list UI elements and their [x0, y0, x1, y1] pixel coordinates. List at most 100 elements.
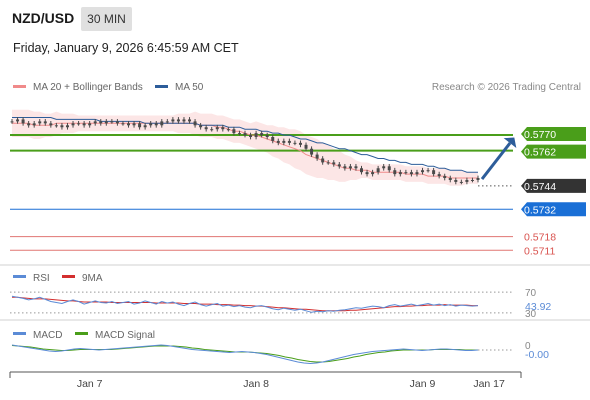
- price-bar-body: [10, 121, 14, 123]
- price-bar-body: [265, 135, 269, 138]
- price-bar-body: [237, 133, 241, 135]
- legend-rsi-swatch: [13, 275, 26, 278]
- price-bar-body: [154, 123, 158, 126]
- price-bar-body: [426, 170, 430, 172]
- x-tick-label: Jan 7: [77, 378, 103, 390]
- copyright: Research © 2026 Trading Central: [432, 82, 581, 93]
- price-bar-body: [104, 121, 108, 124]
- level-label-resistance-0: 0.5770: [524, 129, 556, 141]
- price-bar-body: [454, 179, 458, 182]
- price-bar-body: [437, 174, 441, 177]
- price-bar-body: [254, 133, 258, 138]
- legend-rsi-ma9-label: 9MA: [82, 273, 103, 284]
- rsi-line: [11, 295, 479, 313]
- price-bar-body: [232, 129, 236, 134]
- price-bar-body: [132, 123, 136, 126]
- price-bar-body: [443, 176, 447, 179]
- level-label-resistance-1: 0.5762: [524, 147, 556, 159]
- level-label-last-2: 0.5744: [524, 181, 556, 193]
- level-label-pivot-3: 0.5732: [524, 204, 556, 216]
- price-bar-body: [176, 119, 180, 122]
- price-bar-body: [32, 123, 36, 126]
- symbol-title: NZD/USD: [12, 10, 75, 26]
- price-bar-body: [298, 142, 302, 145]
- rsi-level-label-70: 70: [525, 288, 537, 299]
- price-bar-body: [77, 123, 81, 125]
- level-tag-resistance-1: [521, 144, 586, 159]
- level-tag-last-2: [521, 178, 586, 193]
- price-bar-body: [421, 170, 425, 173]
- price-bar-body: [432, 170, 436, 175]
- price-bar-body: [49, 123, 53, 126]
- macd-zero-label: 0: [525, 341, 531, 352]
- forecast-arrow-head: [503, 137, 517, 148]
- price-bar-body: [448, 178, 452, 180]
- price-bar-body: [199, 125, 203, 128]
- x-tick-label: Jan 9: [410, 378, 436, 390]
- price-bar-body: [387, 166, 391, 171]
- price-bar-body: [160, 121, 164, 126]
- price-bar-body: [249, 135, 253, 138]
- price-bar-body: [470, 179, 474, 181]
- price-bar-body: [376, 168, 380, 173]
- price-bar-body: [21, 119, 25, 124]
- price-bar-body: [165, 121, 169, 123]
- price-bar-body: [282, 140, 286, 143]
- legend-rsi-ma9-swatch: [62, 275, 75, 278]
- price-bar-body: [360, 168, 363, 173]
- price-bar-body: [210, 129, 214, 131]
- legend-macd-signal-swatch: [75, 332, 88, 335]
- macd-signal-line: [11, 345, 478, 363]
- price-bar-body: [127, 123, 130, 126]
- price-bars-group: [10, 117, 480, 185]
- price-bar-body: [271, 137, 275, 141]
- price-bar-body: [16, 119, 20, 122]
- price-bar-body: [465, 179, 469, 182]
- price-bar-body: [310, 148, 314, 155]
- price-bar-body: [188, 119, 192, 122]
- timestamp: Friday, January 9, 2026 6:45:59 AM CET: [13, 41, 239, 55]
- ma50-line: [12, 117, 478, 173]
- macd-group: 0-0.00: [11, 341, 549, 365]
- price-bar-body: [459, 181, 463, 183]
- price-bar-body: [243, 133, 247, 136]
- rsi-level-label-30: 30: [525, 309, 537, 320]
- price-bar-body: [276, 140, 280, 143]
- macd-line: [11, 344, 479, 365]
- price-bar-body: [38, 121, 42, 124]
- price-bar-body: [99, 121, 103, 124]
- legend-ma50-swatch: [155, 85, 168, 88]
- price-bar-body: [138, 123, 142, 128]
- price-bar-body: [476, 178, 480, 180]
- price-bar-body: [27, 123, 31, 126]
- legend-ma20-label: MA 20 + Bollinger Bands: [33, 82, 143, 93]
- price-bar-body: [65, 125, 69, 128]
- price-bar-body: [354, 166, 358, 169]
- price-bar-body: [337, 164, 341, 167]
- price-bar-body: [60, 125, 64, 128]
- price-bar-body: [226, 129, 230, 131]
- timeframe-button[interactable]: 30 MIN: [81, 7, 132, 31]
- price-bar-body: [398, 172, 402, 175]
- price-bar-body: [93, 121, 97, 124]
- price-bar-body: [321, 158, 325, 163]
- price-bar-body: [110, 121, 114, 123]
- rsi-last-value: 43.92: [525, 301, 551, 313]
- legend-ma20-swatch: [13, 85, 26, 88]
- price-bar-body: [54, 125, 58, 127]
- price-bar-body: [43, 121, 47, 124]
- level-lines-group: [10, 134, 513, 251]
- price-bar-body: [409, 172, 413, 175]
- price-bar-body: [215, 127, 219, 130]
- x-tick-label: Jan 8: [243, 378, 269, 390]
- legend-macd-swatch: [13, 332, 26, 335]
- price-bar-body: [304, 144, 308, 149]
- price-bar-body: [143, 125, 147, 128]
- price-bar-body: [365, 172, 369, 175]
- price-bar-body: [171, 119, 175, 122]
- rsi-ma9-line: [12, 296, 478, 312]
- legend-macd-signal-label: MACD Signal: [95, 330, 155, 341]
- level-tag-pivot-3: [521, 202, 586, 217]
- price-bar-body: [260, 133, 264, 136]
